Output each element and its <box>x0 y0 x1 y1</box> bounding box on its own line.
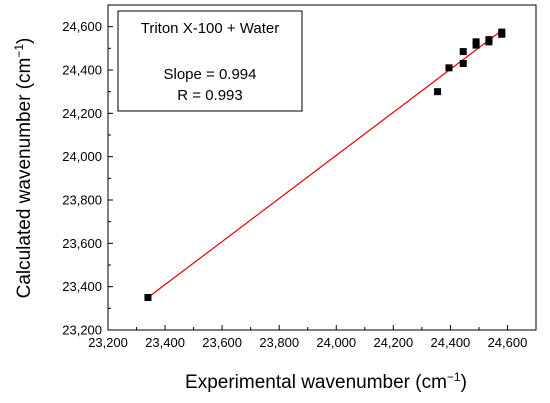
annotation-r: R = 0.993 <box>177 87 242 104</box>
data-points <box>144 28 506 301</box>
annotation-frame <box>117 10 303 112</box>
x-axis-title-text: Experimental wavenumber (cm <box>185 372 447 393</box>
y-axis-title-close: ) <box>14 38 35 44</box>
x-axis-ticks: 23,200 23,400 23,600 23,800 24,000 24,200 24,4… <box>88 325 527 350</box>
data-point <box>472 38 480 46</box>
y-axis-title: Calculated wavenumber (cm−1) <box>12 38 35 299</box>
data-point <box>434 88 442 96</box>
x-tick-label: 24,000 <box>316 335 356 350</box>
x-axis-title: Experimental wavenumber (cm−1) <box>185 370 467 393</box>
y-tick-label: 23,200 <box>62 323 102 338</box>
data-point <box>459 48 467 56</box>
x-tick-label: 24,400 <box>431 335 471 350</box>
x-tick-label: 23,600 <box>202 335 242 350</box>
x-tick-label: 23,200 <box>88 335 128 350</box>
fit-line <box>147 28 504 298</box>
x-tick-label: 23,400 <box>145 335 185 350</box>
annotation-box: Triton X-100 + Water Slope = 0.994 R = 0… <box>117 10 303 112</box>
y-tick-label: 23,800 <box>62 193 102 208</box>
x-tick-label: 23,800 <box>259 335 299 350</box>
y-tick-label: 24,400 <box>62 63 102 78</box>
x-tick-label: 24,200 <box>373 335 413 350</box>
annotation-slope: Slope = 0.994 <box>164 66 257 83</box>
data-point <box>459 60 467 67</box>
data-point <box>498 28 506 36</box>
y-tick-label: 24,000 <box>62 149 102 164</box>
x-axis-title-close: ) <box>461 372 467 393</box>
plot-frame <box>107 4 537 331</box>
x-axis-title-exponent: −1 <box>447 370 461 384</box>
data-point <box>445 64 453 72</box>
y-axis-title-text: Calculated wavenumber (cm <box>14 58 35 299</box>
y-tick-label: 24,600 <box>62 19 102 34</box>
y-axis-title-exponent: −1 <box>12 44 26 58</box>
x-tick-label: 24,600 <box>488 335 528 350</box>
y-tick-label: 23,400 <box>62 279 102 294</box>
data-point <box>485 36 493 44</box>
y-tick-label: 23,600 <box>62 236 102 251</box>
data-point <box>144 294 152 301</box>
y-tick-label: 24,200 <box>62 106 102 121</box>
y-axis-ticks: 23,200 23,400 23,600 23,800 24,000 24,200 24,4… <box>62 19 113 338</box>
annotation-title: Triton X-100 + Water <box>141 20 280 37</box>
